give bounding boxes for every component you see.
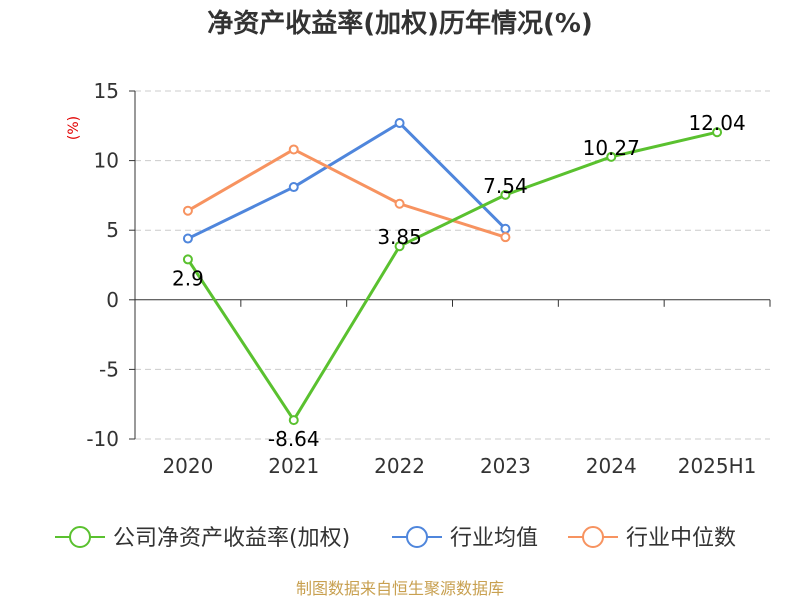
data-point: [500, 223, 511, 234]
y-tick-label: 15: [94, 79, 119, 103]
chart-title: 净资产收益率(加权)历年情况(%): [207, 8, 593, 39]
data-label: -8.64: [268, 427, 320, 451]
data-label: 3.85: [377, 225, 422, 249]
legend-marker: [582, 526, 604, 548]
legend: 公司净资产收益率(加权) 行业均值 行业中位数: [55, 526, 736, 551]
y-tick-label: -5: [99, 357, 119, 381]
data-point: [182, 205, 193, 216]
data-point: [394, 198, 405, 209]
series-line: [187, 147, 506, 239]
y-tick-label: 5: [106, 218, 119, 242]
data-label: 10.27: [583, 136, 640, 160]
x-tick-label: 2024: [586, 454, 637, 478]
data-point: [606, 151, 617, 162]
data-point: [394, 118, 405, 129]
y-tick-label: 10: [94, 149, 119, 173]
legend-label: 公司净资产收益率(加权): [113, 526, 350, 551]
x-tick-label: 2022: [374, 454, 425, 478]
legend-label: 行业中位数: [626, 526, 736, 551]
x-tick-label: 2021: [268, 454, 319, 478]
legend-label: 行业均值: [450, 526, 538, 551]
source-note: 制图数据来自恒生聚源数据库: [296, 579, 504, 598]
y-tick-label: -10: [86, 427, 119, 451]
data-label: 2.9: [172, 266, 204, 290]
data-point: [712, 127, 723, 138]
data-point: [288, 415, 299, 426]
axes: 15 10 5 0 -5 -10 2020 2021 2022 2023 2024 2025H1: [86, 79, 771, 478]
grid-lines: [135, 90, 770, 440]
legend-marker: [406, 526, 428, 548]
y-axis-label: (%): [66, 116, 82, 140]
x-tick-label: 2023: [480, 454, 531, 478]
series-line: [186, 130, 718, 422]
series-group: [182, 118, 723, 426]
data-point: [182, 233, 193, 244]
y-tick-label: 0: [106, 288, 119, 312]
data-label: 7.54: [483, 174, 528, 198]
data-labels: 2.9 -8.64 3.85 7.54 10.27 12.04: [172, 111, 746, 451]
data-point: [288, 182, 299, 193]
data-point: [500, 232, 511, 243]
data-point: [394, 241, 405, 252]
x-tick-label: 2020: [162, 454, 213, 478]
x-tick-label: 2025H1: [678, 454, 757, 478]
data-label: 12.04: [688, 111, 745, 135]
data-point: [288, 144, 299, 155]
legend-marker: [69, 526, 91, 548]
data-point: [182, 254, 193, 265]
data-point: [500, 189, 511, 200]
series-line: [187, 121, 507, 240]
